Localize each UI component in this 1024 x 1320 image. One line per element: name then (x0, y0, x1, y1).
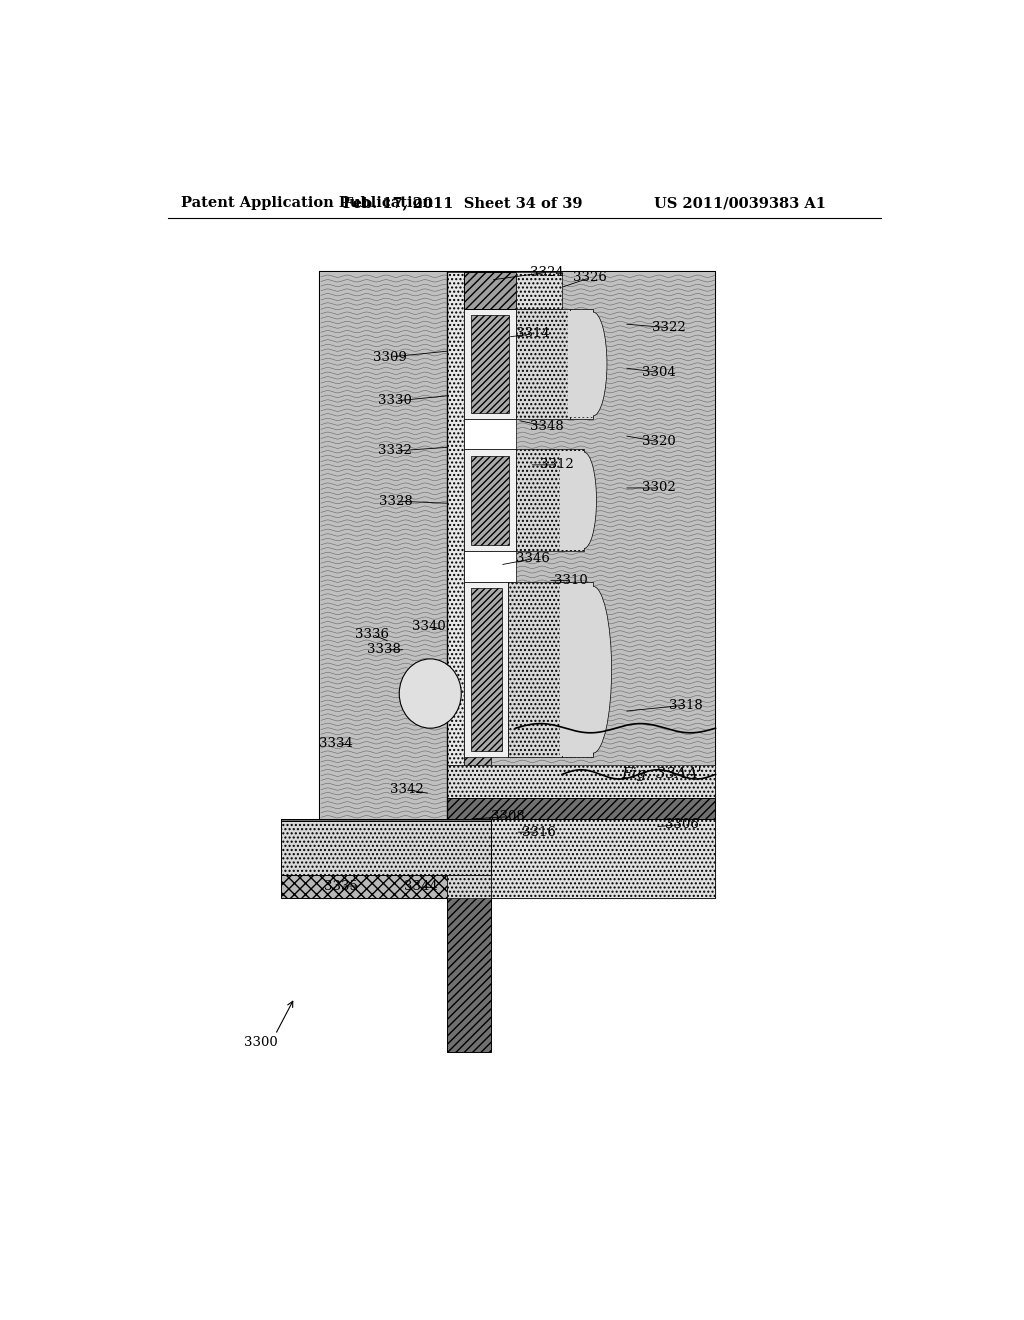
Bar (321, 272, 716, 898)
Text: 3332: 3332 (379, 445, 413, 458)
Text: 3330: 3330 (379, 395, 413, 408)
Ellipse shape (579, 312, 607, 416)
Bar (447, 272, 716, 766)
Text: 3322: 3322 (652, 321, 686, 334)
Text: 3309: 3309 (373, 351, 407, 363)
Bar (515, 272, 562, 309)
Text: Fig. 33AA': Fig. 33AA' (621, 767, 701, 781)
Text: 3328: 3328 (379, 495, 413, 508)
Text: 3344: 3344 (404, 879, 438, 892)
Text: 3306: 3306 (666, 818, 699, 832)
Text: 3318: 3318 (669, 698, 702, 711)
Bar (562, 582, 593, 758)
Bar (447, 874, 490, 898)
Text: 3312: 3312 (541, 458, 574, 471)
Text: 3338: 3338 (367, 643, 400, 656)
Text: 3316: 3316 (522, 825, 556, 838)
Text: 3336: 3336 (355, 628, 389, 640)
Bar (464, 309, 515, 418)
Text: 3335: 3335 (325, 879, 358, 892)
Bar (508, 582, 562, 758)
Text: 3334: 3334 (318, 737, 352, 750)
Bar (515, 450, 562, 552)
Bar (447, 272, 464, 766)
Bar (471, 589, 502, 751)
Text: US 2011/0039383 A1: US 2011/0039383 A1 (654, 197, 826, 210)
Ellipse shape (571, 451, 597, 549)
Text: 3320: 3320 (642, 436, 676, 449)
Ellipse shape (399, 659, 461, 729)
Text: 3324: 3324 (529, 265, 563, 279)
Bar (568, 312, 593, 417)
Bar (464, 272, 515, 309)
Bar (447, 818, 490, 1052)
Bar (562, 450, 584, 552)
Bar (464, 582, 508, 758)
Bar (560, 451, 584, 549)
Text: 3300: 3300 (245, 1036, 279, 1049)
Bar (447, 818, 716, 898)
Bar (471, 315, 509, 412)
Text: 3342: 3342 (390, 783, 424, 796)
Bar (282, 818, 490, 875)
Bar (569, 309, 593, 418)
Text: 3314: 3314 (516, 327, 550, 341)
Text: Feb. 17, 2011  Sheet 34 of 39: Feb. 17, 2011 Sheet 34 of 39 (343, 197, 583, 210)
Bar (515, 309, 569, 418)
Bar (560, 583, 593, 756)
Bar (447, 766, 716, 797)
Bar (464, 418, 515, 449)
Bar (464, 272, 490, 766)
Text: 3348: 3348 (529, 420, 563, 433)
Bar (282, 874, 447, 898)
Bar (282, 818, 490, 821)
Bar (464, 552, 515, 582)
Text: 3310: 3310 (554, 574, 588, 587)
Text: 3302: 3302 (642, 482, 676, 495)
Text: Patent Application Publication: Patent Application Publication (180, 197, 433, 210)
Ellipse shape (574, 586, 611, 754)
Text: 3326: 3326 (573, 271, 607, 284)
Text: 3340: 3340 (412, 620, 445, 634)
Bar (471, 455, 509, 545)
Text: 3308: 3308 (490, 810, 524, 824)
Bar (464, 450, 515, 552)
Bar (447, 797, 716, 818)
Text: 3304: 3304 (642, 366, 676, 379)
Text: 3346: 3346 (516, 552, 550, 565)
Bar (321, 272, 447, 898)
